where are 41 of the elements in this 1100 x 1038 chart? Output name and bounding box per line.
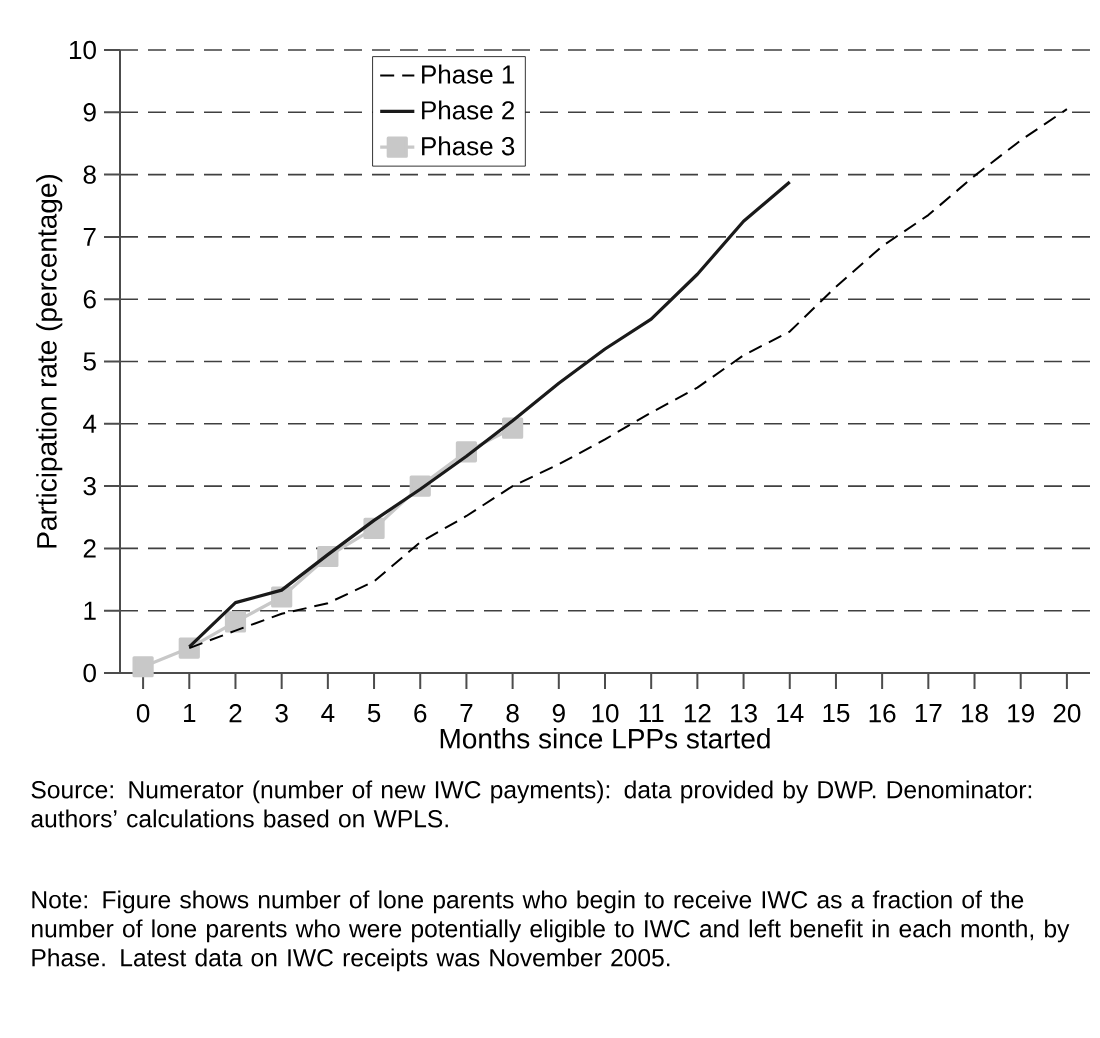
y-tick-label: 3 [83,476,96,496]
x-tick-label: 18 [962,704,988,723]
x-tick-label: 16 [869,704,896,723]
x-tick-label: 7 [460,704,473,722]
y-tick-label: 6 [83,289,96,309]
x-tick-label: 17 [915,704,942,722]
y-tick-label: 0 [83,663,96,683]
x-tick-label: 15 [823,704,850,723]
source-note: Source: Numerator (number of new IWC payments): data provided by DWP. Denominator: authors’ calculations based on WPLS. [31,780,1032,828]
x-tick-label: 9 [552,704,565,723]
y-tick-label: 7 [83,227,96,246]
y-axis-title: Participation rate (percentage) [36,174,63,548]
y-tick-label: 10 [69,40,96,60]
point [132,656,154,678]
y-tick-label: 1 [84,601,96,620]
x-tick-label: 20 [1053,704,1081,723]
x-tick-label: 8 [506,704,519,723]
x-tick-label: 5 [367,704,381,723]
y-tick-label: 4 [83,414,97,433]
x-axis-title: Months since LPPs started [440,728,770,749]
x-tick-label: 13 [731,704,757,723]
x-tick-label: 0 [136,704,150,723]
x-tick-label: 2 [229,704,242,723]
point [224,611,247,633]
x-tick-label: 19 [1008,704,1034,723]
y-tick-label: 9 [83,103,96,122]
y-tick-label: 5 [83,352,96,371]
y-tick-label: 2 [83,539,96,558]
x-tick-label: 6 [414,704,427,723]
x-tick-label: 3 [275,704,288,723]
x-tick-label: 11 [639,704,664,722]
legend-label: Phase 1 [422,64,515,84]
x-tick-label: 12 [684,704,711,723]
x-tick-label: 1 [184,704,196,722]
x-tick-label: 10 [592,704,619,723]
x-tick-label: 14 [777,704,804,722]
legend-label: Phase 3 [422,136,515,156]
y-tick-label: 8 [83,165,96,184]
x-tick-label: 4 [321,704,335,722]
text: Note: Figure shows number of lone parents who begin to receive IWC as a fraction of the number of lone parents who were potentially eligible to IWC and left benefit in each month, by Phase. Latest data on IWC receipts was November 2005. [32,890,1070,972]
legend-label: Phase 2 [422,100,514,120]
